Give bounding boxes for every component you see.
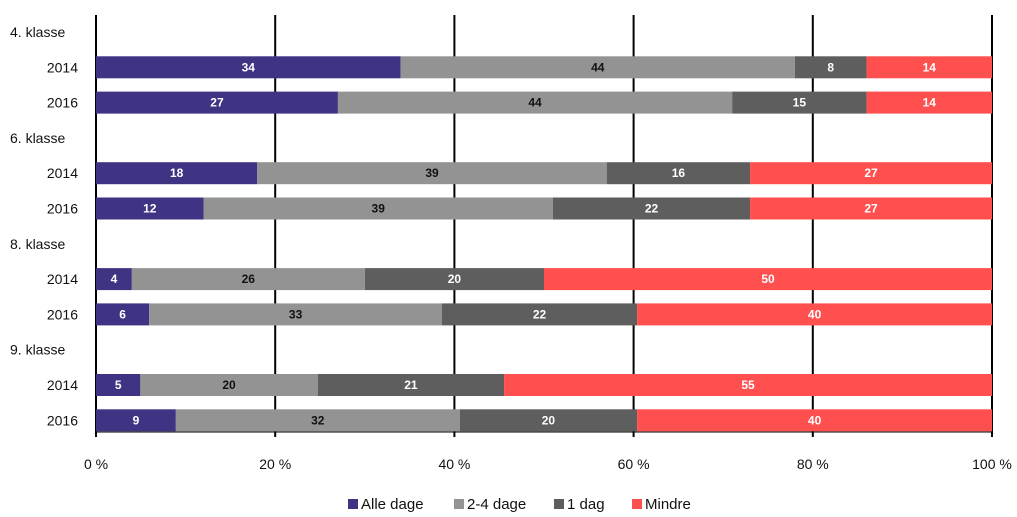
gridlines <box>95 15 993 437</box>
bar-segment <box>400 56 795 79</box>
year-label: 2016 <box>47 201 78 217</box>
bar-value-label: 34 <box>242 60 256 74</box>
legend-swatch <box>554 499 564 509</box>
bar-segment <box>364 268 544 291</box>
group-label: 6. klasse <box>10 130 65 146</box>
bar-segment <box>96 56 401 79</box>
bar-segment <box>96 409 176 432</box>
bar-segment <box>866 56 992 79</box>
bar-value-label: 14 <box>923 60 937 74</box>
bar-segment <box>637 303 992 326</box>
bar-segment <box>637 409 992 432</box>
legend-label: 2-4 dage <box>467 496 526 513</box>
legend-swatch <box>348 499 358 509</box>
bar-segment <box>203 197 553 220</box>
legend-label: Alle dage <box>361 496 424 513</box>
bar-value-label: 44 <box>528 96 542 110</box>
bar-segment <box>96 162 258 185</box>
group-label: 9. klasse <box>10 342 65 358</box>
bar-segment <box>441 303 638 326</box>
year-label: 2016 <box>47 412 78 428</box>
year-label: 2016 <box>47 306 78 322</box>
bar-value-label: 20 <box>542 413 556 427</box>
bar-value-label: 26 <box>242 272 256 286</box>
bar-segment <box>544 268 992 291</box>
bar-segment <box>750 162 992 185</box>
bar-segment <box>149 303 442 326</box>
x-tick-label: 20 % <box>259 456 291 472</box>
bar-value-label: 27 <box>210 96 224 110</box>
bar-value-label: 8 <box>827 60 834 74</box>
bar-value-label: 14 <box>923 96 937 110</box>
x-tick-label: 60 % <box>618 456 650 472</box>
bar-segment <box>175 409 460 432</box>
bar-segment <box>866 91 992 114</box>
legend-swatch <box>632 499 642 509</box>
bar-value-label: 21 <box>404 378 418 392</box>
bar-segment <box>552 197 751 220</box>
bar-segment <box>96 197 204 220</box>
bar-segment <box>732 91 867 114</box>
legend-label: Mindre <box>645 496 691 513</box>
bar-value-label: 39 <box>372 202 386 216</box>
bar-value-label: 22 <box>533 307 547 321</box>
bar-segment <box>504 374 992 396</box>
bar-segment <box>459 409 638 432</box>
bar-segment <box>140 374 318 396</box>
bar-value-label: 40 <box>808 413 822 427</box>
bar-value-label: 32 <box>311 413 325 427</box>
bar-value-label: 27 <box>864 202 878 216</box>
bar-value-label: 55 <box>741 378 755 392</box>
bar-value-label: 50 <box>761 272 775 286</box>
bar-value-label: 9 <box>133 413 140 427</box>
bar-segment <box>96 91 338 114</box>
bar-segment <box>794 56 867 79</box>
year-label: 2014 <box>47 165 78 181</box>
group-label: 8. klasse <box>10 236 65 252</box>
bar-value-label: 27 <box>864 166 878 180</box>
bar-value-label: 15 <box>793 96 807 110</box>
bar-value-label: 4 <box>111 272 118 286</box>
bar-value-label: 22 <box>645 202 659 216</box>
bar-value-label: 20 <box>222 378 236 392</box>
x-tick-label: 100 % <box>972 456 1012 472</box>
bar-segment <box>96 303 150 326</box>
legend-swatch <box>454 499 464 509</box>
bar-segment <box>750 197 992 220</box>
year-label: 2014 <box>47 59 78 75</box>
bar-value-label: 20 <box>448 272 462 286</box>
x-tick-label: 80 % <box>797 456 829 472</box>
bar-value-label: 6 <box>119 307 126 321</box>
bar-value-label: 44 <box>591 60 605 74</box>
x-tick-label: 40 % <box>438 456 470 472</box>
bar-value-label: 33 <box>289 307 303 321</box>
bar-segment <box>337 91 733 114</box>
bar-segment <box>131 268 365 291</box>
legend-label: 1 dag <box>567 496 605 513</box>
bar-segment <box>317 374 505 396</box>
bar-value-label: 18 <box>170 166 184 180</box>
bar-segment <box>96 268 132 291</box>
year-label: 2014 <box>47 377 78 393</box>
bar-segment <box>257 162 607 185</box>
group-label: 4. klasse <box>10 24 65 40</box>
bar-value-label: 12 <box>143 202 157 216</box>
year-label: 2016 <box>47 95 78 111</box>
bar-value-label: 39 <box>425 166 439 180</box>
bar-value-label: 40 <box>808 307 822 321</box>
x-axis: 0 % 20 % 40 % 60 % 80 % 100 % <box>84 431 1012 472</box>
bar-value-label: 16 <box>672 166 686 180</box>
x-tick-label: 0 % <box>84 456 108 472</box>
bar-value-label: 5 <box>115 378 122 392</box>
year-label: 2014 <box>47 271 78 287</box>
bars: 34 44 8 14 27 44 15 14 18 39 16 27 12 39 22 27 4 26 20 50 6 3… <box>96 56 992 432</box>
legend: Alle dage 2-4 dage 1 dag Mindre <box>348 496 691 513</box>
bar-segment <box>96 374 141 396</box>
category-labels: 4. klasse 2014 2016 6. klasse 2014 2016 8. kla… <box>10 24 78 428</box>
bar-segment <box>606 162 751 185</box>
